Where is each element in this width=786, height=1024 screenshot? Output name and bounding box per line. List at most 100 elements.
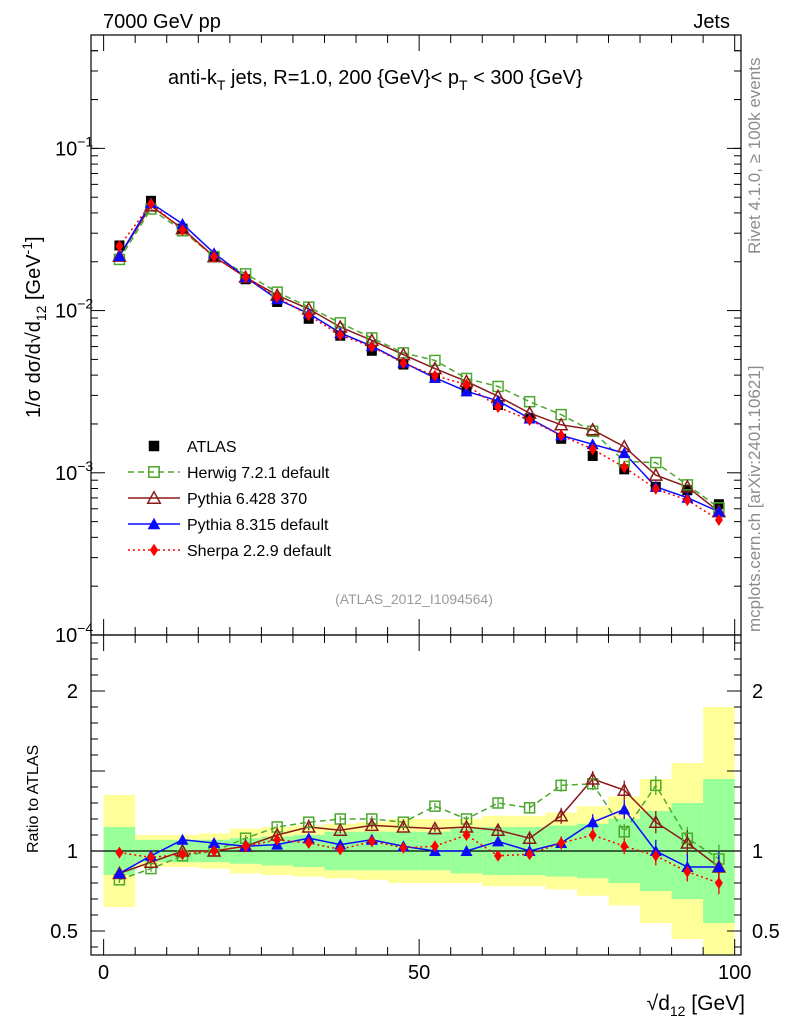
sherpa-marker: [146, 197, 155, 210]
sherpa-marker: [651, 482, 660, 495]
pythia6-marker: [648, 814, 664, 828]
plot-frames: [90, 34, 742, 956]
pythia6-marker: [143, 854, 159, 868]
category-label: Jets: [693, 11, 730, 33]
main-y-tick-label: 10−3: [55, 458, 93, 485]
sherpa-marker: [304, 309, 313, 322]
sherpa-marker: [494, 401, 503, 414]
py8-ratio-line: [119, 808, 719, 875]
pythia6-marker: [522, 830, 537, 844]
pythia8-marker: [176, 833, 189, 845]
herwig-marker: [429, 354, 441, 367]
pythia8-marker: [147, 517, 161, 530]
energy-label: 7000 GeV pp: [103, 11, 221, 33]
legend-label-sherpa: Sherpa 2.2.9 default: [187, 543, 332, 560]
sherpa-marker: [430, 840, 439, 853]
sherpa-marker: [149, 543, 159, 557]
sherpa-marker: [146, 851, 155, 864]
ratio-y-axis-label: Ratio to ATLAS: [25, 745, 42, 853]
herwig-marker: [523, 395, 536, 408]
pythia8-marker: [113, 867, 126, 879]
sherpa-marker: [620, 461, 629, 474]
sherpa-marker: [367, 835, 376, 848]
pythia8-marker: [586, 816, 599, 828]
sherpa-marker: [273, 291, 282, 304]
sherpa-marker: [367, 340, 376, 353]
analysis-id: (ATLAS_2012_I1094564): [335, 591, 493, 607]
sherpa-marker: [462, 378, 471, 391]
herwig-marker: [555, 779, 567, 792]
herwig-marker: [271, 821, 283, 833]
sherpa-marker: [525, 413, 534, 426]
pythia8-marker: [176, 217, 189, 229]
pythia8-marker: [460, 845, 473, 856]
sherpa-marker: [620, 840, 629, 853]
pythia8-marker: [492, 835, 505, 847]
pythia6-marker: [146, 490, 162, 504]
plot-title: anti-kT jets, R=1.0, 200 {GeV}< pT < 300…: [168, 67, 583, 93]
x-tick-label: 0: [98, 962, 109, 984]
herwig-marker: [366, 813, 378, 825]
prediction-curves: [91, 195, 741, 895]
sherpa-marker: [683, 494, 692, 507]
sherpa-marker: [178, 848, 187, 861]
pythia8-marker: [113, 250, 126, 262]
legend-label-py6: Pythia 6.428 370: [187, 491, 307, 508]
sherpa-marker: [241, 271, 250, 284]
sherpa-marker: [210, 845, 219, 857]
pythia6-marker: [427, 821, 443, 835]
pythia6-marker: [648, 467, 664, 481]
herwig-marker: [460, 813, 473, 825]
axis-ticks: 10−1 10−2 10−3 10−4 2 2 1 1 0.5 0.5 0 50 100: [50, 34, 780, 984]
sherpa-marker: [210, 250, 219, 263]
sherpa-marker: [683, 865, 692, 878]
sherpa-marker: [714, 513, 723, 526]
sherpa-marker: [557, 429, 566, 442]
pythia6-marker: [490, 822, 506, 836]
sherpa-marker: [241, 840, 250, 853]
legend-label-atlas: ATLAS: [187, 439, 237, 456]
sherpa-marker: [430, 369, 439, 382]
pythia8-marker: [712, 505, 725, 517]
sherpa-marker: [399, 357, 408, 370]
main-y-tick-label: 10−4: [55, 620, 93, 647]
herwig-marker: [586, 425, 599, 438]
pythia8-marker: [712, 861, 725, 872]
herwig-marker: [523, 802, 536, 814]
herwig-marker: [397, 816, 410, 828]
pythia6-marker: [396, 819, 411, 833]
main-y-tick-label: 10−1: [55, 133, 93, 160]
pythia6-marker: [333, 822, 348, 836]
pythia6-marker: [301, 819, 316, 833]
sherpa-marker: [462, 829, 471, 841]
pythia6-marker: [585, 422, 600, 436]
x-axis-label: √d12 [GeV]: [647, 992, 745, 1019]
sherpa-marker: [588, 443, 597, 456]
pythia8-marker: [208, 837, 221, 848]
sherpa-marker: [651, 849, 660, 862]
sherpa-marker: [273, 833, 282, 846]
herwig-marker: [429, 800, 441, 812]
sherpa-marker: [115, 846, 124, 859]
atlas-marker: [148, 440, 160, 452]
x-tick-label: 50: [408, 962, 430, 984]
sherpa-marker: [588, 829, 597, 841]
sherpa-marker: [399, 841, 408, 854]
pythia8-marker: [618, 803, 631, 815]
ratio-y-tick-label: 2: [67, 681, 78, 703]
sherpa-marker: [336, 329, 345, 342]
pythia8-marker: [618, 447, 631, 459]
sherpa-marker: [557, 837, 566, 849]
pythia6-marker: [585, 771, 600, 785]
ratio-panel-frame: [90, 634, 742, 956]
sherpa-marker: [494, 849, 503, 862]
legend-label-py8: Pythia 8.315 default: [187, 517, 329, 534]
x-tick-label: 100: [718, 962, 751, 984]
rivet-version-label: Rivet 4.1.0, ≥ 100k events: [745, 58, 764, 254]
legend-label-herwig: Herwig 7.2.1 default: [187, 465, 330, 482]
herwig-marker: [618, 826, 631, 838]
mcplots-label: mcplots.cern.ch [arXiv:2401.10621]: [745, 366, 764, 632]
sherpa-marker: [525, 848, 534, 861]
herwig-marker: [650, 779, 662, 792]
ratio-y-tick-label-right: 1: [752, 841, 763, 863]
